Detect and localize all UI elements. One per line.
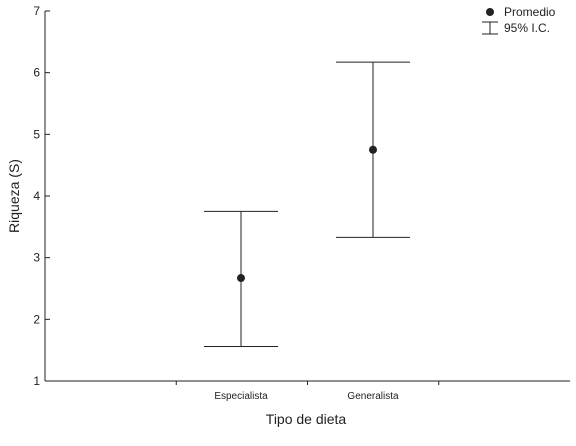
legend-mean-marker bbox=[486, 8, 494, 16]
legend: Promedio 95% I.C. bbox=[482, 5, 556, 35]
legend-ci-label: 95% I.C. bbox=[504, 21, 550, 35]
chart-marks bbox=[204, 61, 410, 347]
y-tick-label: 1 bbox=[33, 374, 40, 388]
y-tick-label: 2 bbox=[33, 312, 40, 326]
mean-point bbox=[369, 145, 377, 154]
x-category-label: Generalista bbox=[347, 391, 399, 402]
mean-point bbox=[237, 274, 245, 283]
y-tick-label: 6 bbox=[33, 66, 40, 80]
y-tick-label: 3 bbox=[33, 251, 40, 265]
legend-ci-marker bbox=[482, 21, 498, 35]
y-axis-title: Riqueza (S) bbox=[6, 159, 22, 233]
x-axis-title: Tipo de dieta bbox=[266, 411, 347, 427]
legend-mean-label: Promedio bbox=[504, 5, 556, 19]
x-axis: Especialista Generalista bbox=[45, 380, 570, 402]
y-axis: 1 2 3 4 5 6 7 bbox=[33, 4, 50, 388]
y-tick-label: 7 bbox=[33, 4, 40, 18]
y-tick-label: 4 bbox=[33, 189, 40, 203]
y-tick-label: 5 bbox=[33, 127, 40, 141]
x-category-label: Especialista bbox=[214, 391, 268, 402]
